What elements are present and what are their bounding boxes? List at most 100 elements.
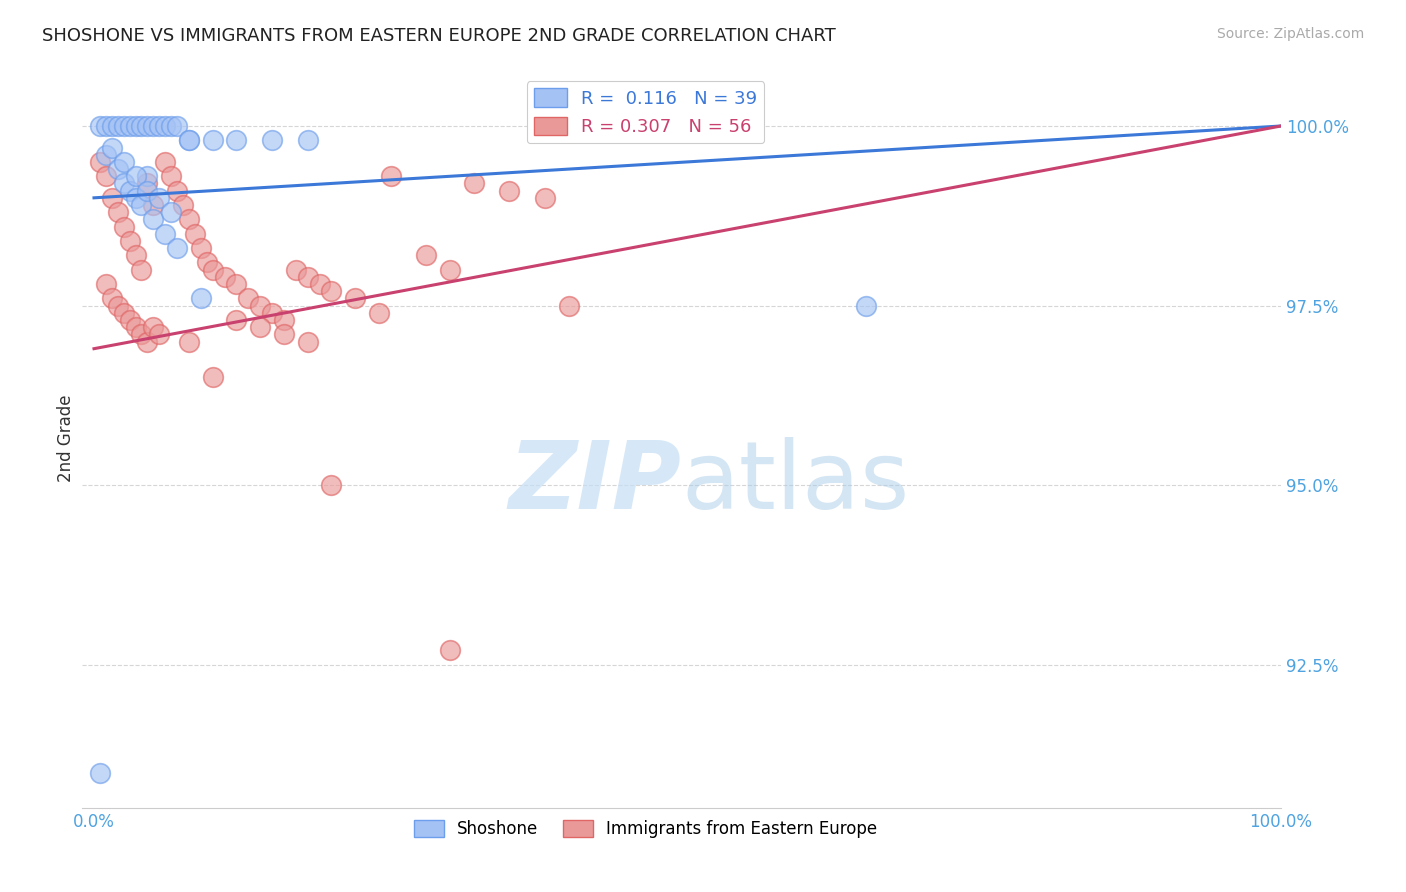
- Point: [136, 119, 159, 133]
- Point: [118, 313, 141, 327]
- Text: SHOSHONE VS IMMIGRANTS FROM EASTERN EUROPE 2ND GRADE CORRELATION CHART: SHOSHONE VS IMMIGRANTS FROM EASTERN EURO…: [42, 27, 837, 45]
- Point: [112, 306, 135, 320]
- Point: [380, 169, 402, 184]
- Point: [855, 299, 877, 313]
- Point: [249, 320, 271, 334]
- Point: [558, 299, 581, 313]
- Point: [166, 184, 188, 198]
- Point: [225, 277, 247, 291]
- Point: [534, 191, 557, 205]
- Point: [142, 320, 165, 334]
- Point: [124, 320, 146, 334]
- Point: [177, 212, 200, 227]
- Point: [89, 155, 111, 169]
- Point: [190, 292, 212, 306]
- Point: [166, 119, 188, 133]
- Point: [155, 227, 177, 241]
- Point: [148, 191, 170, 205]
- Point: [131, 327, 153, 342]
- Point: [131, 198, 153, 212]
- Point: [297, 133, 319, 147]
- Point: [184, 227, 207, 241]
- Point: [101, 119, 124, 133]
- Point: [160, 169, 183, 184]
- Point: [118, 234, 141, 248]
- Point: [201, 133, 224, 147]
- Point: [101, 140, 124, 154]
- Point: [142, 212, 165, 227]
- Point: [101, 292, 124, 306]
- Point: [273, 327, 295, 342]
- Point: [238, 292, 260, 306]
- Point: [107, 299, 129, 313]
- Point: [136, 184, 159, 198]
- Point: [142, 198, 165, 212]
- Point: [112, 155, 135, 169]
- Y-axis label: 2nd Grade: 2nd Grade: [58, 395, 75, 483]
- Point: [94, 169, 117, 184]
- Point: [160, 205, 183, 219]
- Point: [131, 262, 153, 277]
- Point: [297, 269, 319, 284]
- Point: [415, 248, 437, 262]
- Point: [463, 177, 485, 191]
- Point: [201, 262, 224, 277]
- Text: Source: ZipAtlas.com: Source: ZipAtlas.com: [1216, 27, 1364, 41]
- Point: [124, 191, 146, 205]
- Point: [214, 269, 236, 284]
- Point: [112, 219, 135, 234]
- Point: [136, 177, 159, 191]
- Point: [124, 119, 146, 133]
- Point: [107, 162, 129, 177]
- Point: [195, 255, 218, 269]
- Point: [155, 155, 177, 169]
- Point: [89, 765, 111, 780]
- Point: [321, 284, 343, 298]
- Point: [190, 241, 212, 255]
- Point: [172, 198, 194, 212]
- Point: [260, 306, 283, 320]
- Point: [107, 119, 129, 133]
- Point: [148, 119, 170, 133]
- Text: atlas: atlas: [682, 437, 910, 529]
- Point: [155, 119, 177, 133]
- Point: [89, 119, 111, 133]
- Point: [94, 119, 117, 133]
- Text: ZIP: ZIP: [509, 437, 682, 529]
- Point: [136, 169, 159, 184]
- Point: [498, 184, 520, 198]
- Legend: Shoshone, Immigrants from Eastern Europe: Shoshone, Immigrants from Eastern Europe: [406, 813, 884, 845]
- Point: [177, 334, 200, 349]
- Point: [118, 119, 141, 133]
- Point: [284, 262, 307, 277]
- Point: [160, 119, 183, 133]
- Point: [439, 643, 461, 657]
- Point: [94, 277, 117, 291]
- Point: [107, 205, 129, 219]
- Point: [367, 306, 389, 320]
- Point: [101, 191, 124, 205]
- Point: [249, 299, 271, 313]
- Point: [260, 133, 283, 147]
- Point: [124, 248, 146, 262]
- Point: [124, 169, 146, 184]
- Point: [136, 334, 159, 349]
- Point: [166, 241, 188, 255]
- Point: [112, 177, 135, 191]
- Point: [308, 277, 330, 291]
- Point: [321, 478, 343, 492]
- Point: [94, 147, 117, 161]
- Point: [112, 119, 135, 133]
- Point: [177, 133, 200, 147]
- Point: [225, 133, 247, 147]
- Point: [142, 119, 165, 133]
- Point: [273, 313, 295, 327]
- Point: [225, 313, 247, 327]
- Point: [297, 334, 319, 349]
- Point: [131, 119, 153, 133]
- Point: [148, 327, 170, 342]
- Point: [201, 370, 224, 384]
- Point: [439, 262, 461, 277]
- Point: [118, 184, 141, 198]
- Point: [177, 133, 200, 147]
